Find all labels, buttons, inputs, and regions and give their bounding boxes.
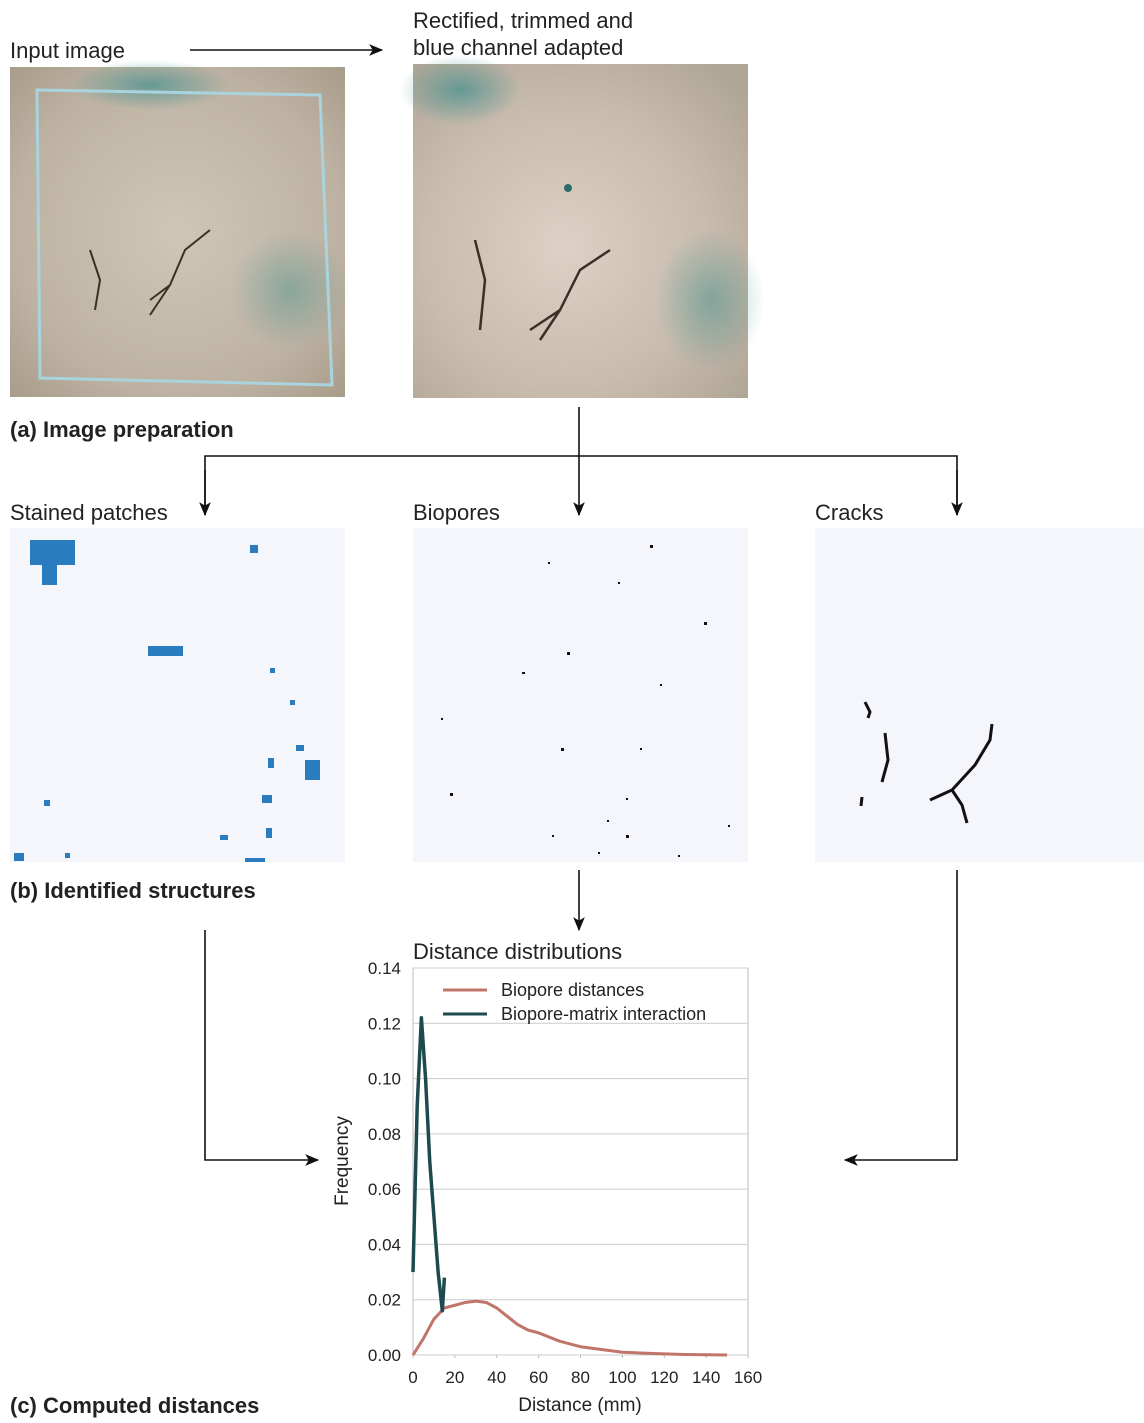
biopores-image — [413, 528, 748, 862]
label: Rectified, trimmed and — [413, 8, 633, 33]
x-tick-label: 60 — [529, 1368, 548, 1387]
chart-title: Distance distributions — [413, 939, 622, 964]
y-tick-label: 0.06 — [368, 1180, 401, 1199]
label: Cracks — [815, 500, 883, 525]
x-tick-label: 0 — [408, 1368, 417, 1387]
y-tick-label: 0.14 — [368, 959, 401, 978]
x-tick-label: 160 — [734, 1368, 762, 1387]
rectified-photo — [400, 55, 765, 398]
cracks-image — [815, 528, 1144, 862]
y-tick-label: 0.04 — [368, 1235, 401, 1254]
y-tick-label: 0.08 — [368, 1125, 401, 1144]
figure: Input image Rectified, trimmed and blue … — [0, 0, 1144, 1418]
arrow — [205, 930, 318, 1160]
x-tick-label: 120 — [650, 1368, 678, 1387]
x-tick-label: 100 — [608, 1368, 636, 1387]
x-axis-label: Distance (mm) — [518, 1395, 642, 1416]
x-tick-label: 140 — [692, 1368, 720, 1387]
x-tick-label: 40 — [487, 1368, 506, 1387]
label: Input image — [10, 38, 125, 63]
plot-area — [413, 968, 748, 1355]
x-tick-label: 80 — [571, 1368, 590, 1387]
chart: Distance distributions Distance (mm) Fre… — [332, 939, 762, 1416]
y-tick-label: 0.02 — [368, 1291, 401, 1310]
section-label: (c) Computed distances — [10, 1393, 259, 1418]
label: Biopores — [413, 500, 500, 525]
y-tick-label: 0.10 — [368, 1070, 401, 1089]
section-label: (b) Identified structures — [10, 878, 256, 903]
stained-image — [10, 528, 345, 862]
legend-label: Biopore-matrix interaction — [501, 1004, 706, 1024]
section-label: (a) Image preparation — [10, 417, 234, 442]
y-axis-label: Frequency — [332, 1116, 353, 1206]
y-tick-label: 0.12 — [368, 1014, 401, 1033]
y-tick-label: 0.00 — [368, 1346, 401, 1365]
label: Stained patches — [10, 500, 168, 525]
legend-label: Biopore distances — [501, 980, 644, 1000]
arrow — [845, 870, 957, 1160]
input-photo — [10, 60, 350, 397]
x-tick-label: 20 — [445, 1368, 464, 1387]
